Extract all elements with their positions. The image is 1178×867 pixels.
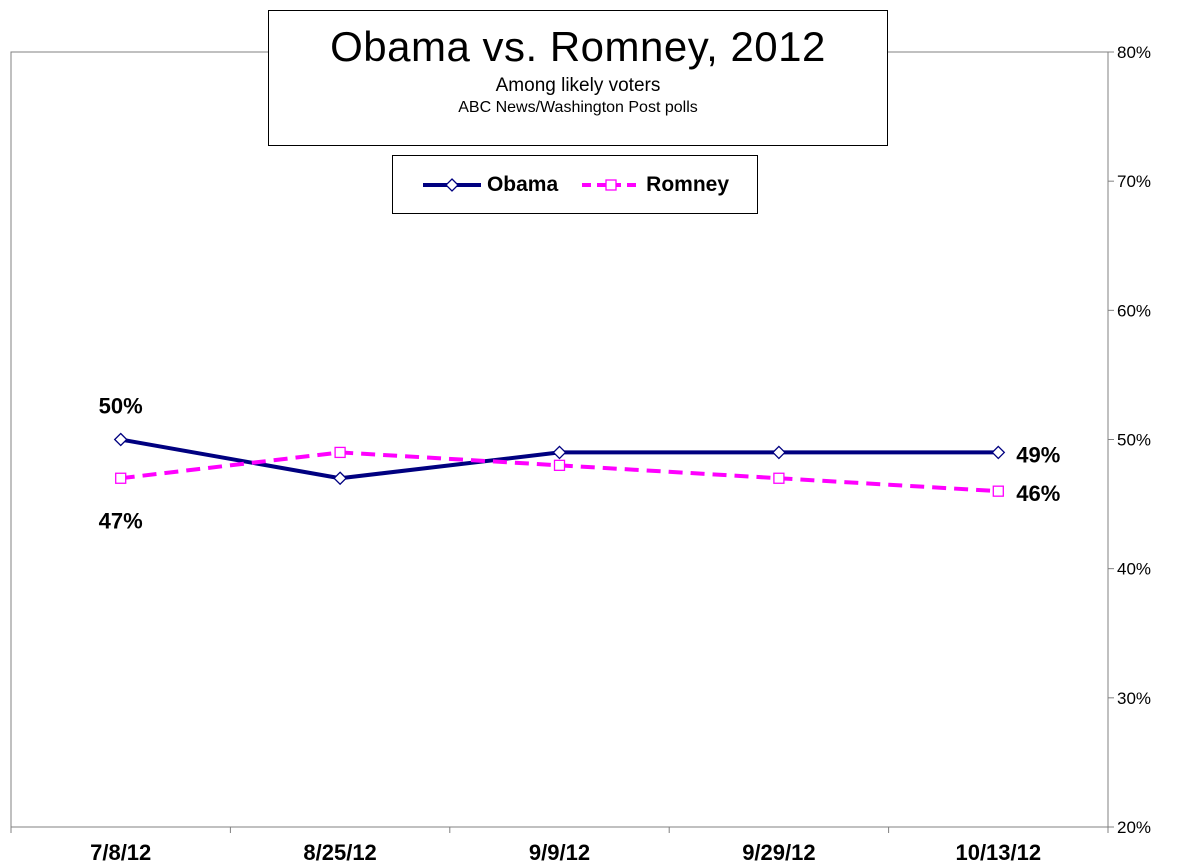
data-point-romney [773, 472, 785, 484]
data-point-romney [553, 459, 566, 471]
data-label-romney: 47% [99, 508, 143, 533]
data-label-obama: 50% [99, 394, 143, 419]
data-point-obama [771, 445, 786, 460]
legend-label-obama: Obama [486, 172, 559, 196]
x-tick-label: 9/9/12 [529, 840, 590, 865]
chart-source: ABC News/Washington Post polls [458, 99, 698, 116]
y-tick-label: 80% [1117, 43, 1151, 62]
y-tick-label: 50% [1117, 431, 1151, 450]
y-tick-label: 20% [1117, 818, 1151, 837]
x-tick-label: 10/13/12 [955, 840, 1041, 865]
data-point-obama [991, 445, 1006, 460]
data-label-romney: 46% [1016, 481, 1060, 506]
legend-item-obama: Obama [421, 173, 558, 197]
legend-swatch-obama [422, 177, 481, 192]
chart-subtitle: Among likely voters [495, 75, 661, 96]
data-point-obama [333, 471, 348, 486]
data-label-obama: 49% [1016, 442, 1060, 467]
data-point-romney [992, 485, 1004, 497]
data-point-obama [113, 432, 128, 447]
y-tick-label: 60% [1117, 301, 1151, 320]
chart-title-box: Obama vs. Romney, 2012 Among likely vote… [268, 10, 888, 146]
x-tick-label: 8/25/12 [303, 840, 376, 865]
y-tick-label: 70% [1117, 172, 1151, 191]
chart-title: Obama vs. Romney, 2012 [330, 23, 826, 70]
data-point-obama [552, 445, 567, 460]
legend-item-romney: Romney [580, 173, 729, 197]
legend-swatch-romney [582, 178, 641, 191]
y-tick-label: 30% [1117, 689, 1151, 708]
x-tick-label: 7/8/12 [90, 840, 151, 865]
y-tick-label: 40% [1117, 560, 1151, 579]
legend: Obama Romney [392, 155, 758, 214]
x-tick-label: 9/29/12 [742, 840, 815, 865]
data-point-romney [334, 446, 346, 459]
legend-label-romney: Romney [646, 172, 730, 196]
data-point-romney [115, 472, 127, 484]
